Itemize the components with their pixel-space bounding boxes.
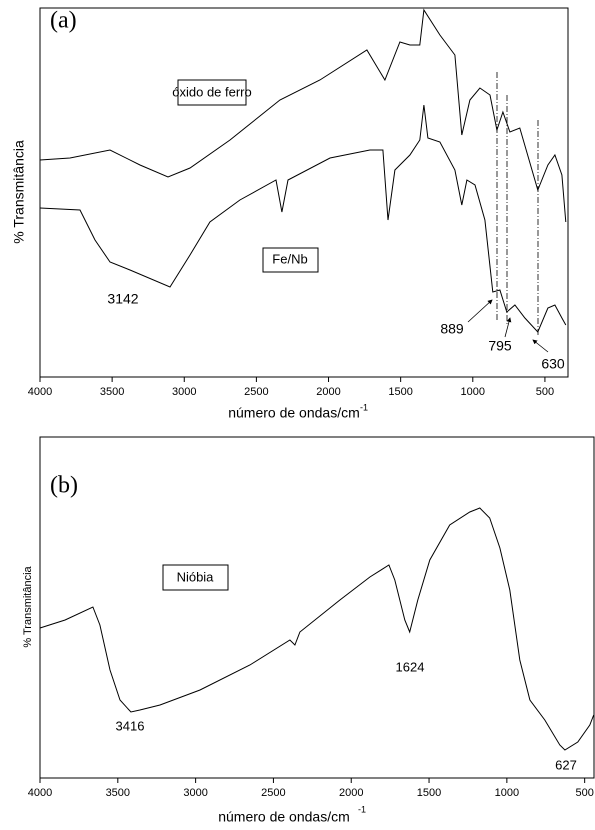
plot-frame (39, 7, 569, 378)
x-tick-label: 500 (536, 386, 554, 398)
arrow (467, 299, 493, 323)
annotation: 3142 (107, 291, 138, 307)
x-tick-label: 2000 (316, 386, 340, 398)
arrow (532, 339, 549, 353)
spectrum-line (39, 8, 567, 223)
series-label: óxido de ferro (172, 84, 252, 99)
x-tick-label: 3500 (106, 787, 130, 799)
x-axis-label-sup: -1 (360, 402, 368, 412)
x-axis-label-sup: -1 (358, 804, 366, 814)
x-axis-label: número de ondas/cm (228, 405, 360, 421)
x-tick-label: 1000 (461, 386, 485, 398)
y-axis-label: % Transmitância (22, 565, 34, 647)
spectrum-line (39, 104, 567, 333)
annotation: 3416 (116, 718, 145, 733)
panel-label: (a) (50, 8, 77, 34)
x-tick-label: 3500 (100, 386, 124, 398)
annotation: 630 (541, 356, 565, 372)
plot-frame (39, 436, 595, 779)
arrow (504, 317, 512, 338)
y-axis-label: % Transmitância (11, 140, 27, 244)
x-axis-label: número de ondas/cm (218, 809, 350, 825)
x-tick-label: 2500 (261, 787, 285, 799)
series-label-box (162, 564, 229, 591)
x-tick-label: 2500 (244, 386, 268, 398)
series-label-box (177, 79, 247, 106)
annotation: 627 (555, 757, 577, 772)
x-tick-label: 500 (575, 787, 593, 799)
x-tick-label: 1500 (417, 787, 441, 799)
x-tick-label: 3000 (183, 787, 207, 799)
x-tick-label: 1000 (495, 787, 519, 799)
x-tick-label: 4000 (28, 386, 52, 398)
x-tick-label: 1500 (388, 386, 412, 398)
annotation: 1624 (396, 659, 425, 674)
annotation: 889 (440, 321, 464, 337)
x-tick-label: 3000 (172, 386, 196, 398)
series-label-box (262, 247, 319, 273)
spectrum-line (39, 507, 595, 751)
x-tick-label: 2000 (339, 787, 363, 799)
series-label: Fe/Nb (272, 251, 307, 266)
annotation: 795 (488, 338, 512, 354)
series-label: Nióbia (177, 569, 215, 584)
panel-label: (b) (50, 473, 78, 499)
x-tick-label: 4000 (28, 787, 52, 799)
